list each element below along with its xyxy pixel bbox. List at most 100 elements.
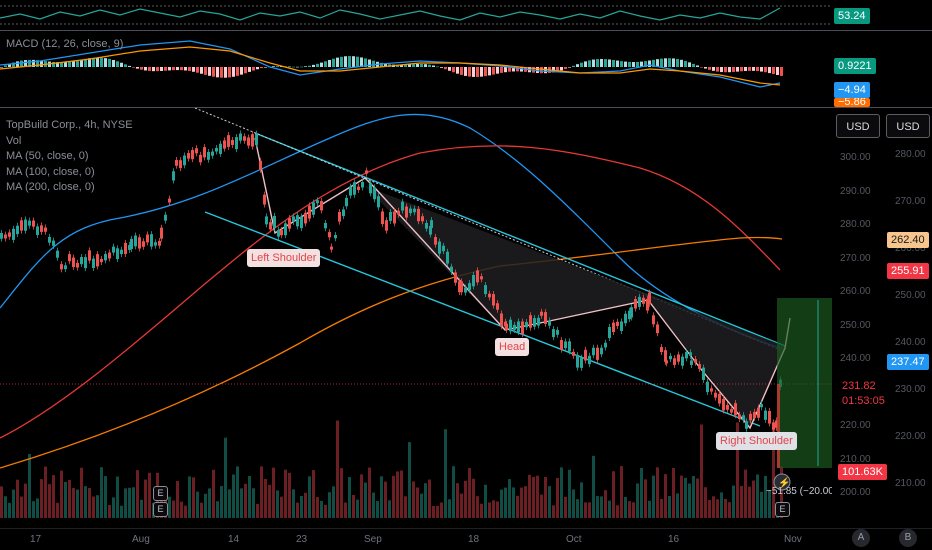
candle [442, 245, 445, 252]
macd-histogram-bar [592, 59, 595, 67]
ma100-legend[interactable]: MA (100, close, 0) [6, 165, 95, 178]
macd-histogram-bar [104, 58, 107, 67]
macd-histogram-bar [196, 67, 199, 73]
volume-bar [604, 490, 607, 518]
candle [338, 211, 341, 222]
volume-bar [660, 498, 663, 518]
macd-histogram-bar [696, 65, 699, 67]
macd-pane[interactable]: MACD (12, 26, close, 9) 0.9221 −4.94 −5.… [0, 31, 932, 107]
log-scale-button[interactable]: B [899, 529, 917, 547]
candle [146, 234, 149, 243]
candle [369, 182, 372, 194]
head-label[interactable]: Head [495, 338, 530, 356]
pane-divider[interactable] [0, 30, 932, 31]
macd-histogram-bar [332, 58, 335, 67]
ma200-legend[interactable]: MA (200, close, 0) [6, 181, 95, 193]
candle [718, 393, 721, 404]
rsi-pane[interactable]: 53.24 [0, 0, 932, 30]
candle [600, 347, 603, 355]
volume-bar [0, 486, 3, 518]
volume-bar [504, 487, 507, 518]
volume-bar [212, 469, 215, 518]
macd-histogram-bar [584, 61, 587, 67]
right-shoulder-label[interactable]: Right Shoulder [716, 432, 797, 450]
macd-histogram-bar [360, 57, 363, 67]
macd-histogram-bar [692, 63, 695, 67]
volume-bar [36, 498, 39, 518]
candle [235, 137, 238, 150]
candle [656, 324, 659, 334]
currency-button-right[interactable]: USD [886, 114, 930, 138]
candle [521, 321, 524, 335]
volume-bar [312, 469, 315, 518]
volume-bar [328, 492, 331, 518]
candle [421, 216, 424, 222]
volume-bar [96, 495, 99, 518]
macd-histogram-bar [468, 67, 471, 77]
macd-histogram-bar [204, 67, 207, 75]
volume-bar [564, 496, 567, 518]
macd-histogram-bar [184, 67, 187, 71]
volume-bar [760, 491, 763, 518]
volume-bar [500, 489, 503, 518]
volume-bar [144, 479, 147, 518]
macd-histogram [0, 56, 783, 78]
volume-bar [268, 484, 271, 518]
candle [726, 404, 729, 410]
volume-bar [208, 488, 211, 518]
ma50-legend[interactable]: MA (50, close, 0) [6, 150, 89, 162]
macd-histogram-bar [312, 64, 315, 67]
earnings-marker-icon[interactable]: E [153, 502, 168, 517]
right-price-tick: 250.00 [895, 290, 926, 301]
rsi-line [0, 7, 781, 21]
volume-bar [92, 496, 95, 518]
candle [92, 258, 95, 268]
vol-legend[interactable]: Vol [6, 134, 22, 147]
macd-histogram-bar [764, 67, 767, 73]
macd-histogram-bar [348, 56, 351, 67]
volume-bar [176, 481, 179, 518]
time-axis[interactable]: 17 Aug 14 23 Sep 18 Oct 16 Nov [0, 528, 932, 550]
volume-bar [704, 487, 707, 518]
symbol-title[interactable]: TopBuild Corp., 4h, NYSE [6, 119, 133, 131]
macd-histogram-bar [724, 67, 727, 73]
candle [179, 160, 182, 169]
macd-histogram-bar [76, 60, 79, 67]
lightning-icon[interactable] [773, 473, 791, 491]
macd-histogram-bar [384, 63, 387, 67]
candle [753, 411, 756, 418]
candle [685, 351, 688, 359]
candle [484, 285, 487, 295]
measure-label: −51.85 (−20.00% [766, 486, 832, 497]
volume-bar [748, 486, 751, 518]
currency-button-left[interactable]: USD [836, 114, 880, 138]
volume-bar [32, 501, 35, 518]
earnings-marker-icon[interactable]: E [775, 502, 790, 517]
candle [706, 381, 709, 393]
candle [334, 235, 337, 239]
candle [300, 216, 303, 229]
earnings-marker-icon[interactable]: E [153, 486, 168, 501]
auto-scale-button[interactable]: A [852, 529, 870, 547]
volume-bar [384, 481, 387, 518]
candle [596, 347, 599, 360]
candle [537, 317, 540, 326]
volume-bar [392, 475, 395, 518]
candle [698, 364, 701, 369]
volume-bar [680, 475, 683, 518]
time-tick: Oct [566, 534, 582, 545]
left-shoulder-label[interactable]: Left Shoulder [247, 249, 321, 267]
volume-bar [168, 496, 171, 518]
volume-bar [396, 471, 399, 518]
macd-histogram-bar [644, 61, 647, 67]
candle [540, 311, 543, 316]
volume-bar [356, 499, 359, 518]
volume-bar [668, 496, 671, 518]
right-price-tick: 220.00 [895, 431, 926, 442]
candle [634, 299, 637, 309]
candle [96, 254, 99, 267]
candle [385, 220, 388, 231]
price-pane[interactable]: ⚡ TopBuild Corp., 4h, NYSE Vol MA (50, c… [0, 108, 932, 528]
pane-divider[interactable] [0, 107, 932, 108]
macd-histogram-bar [456, 67, 459, 74]
